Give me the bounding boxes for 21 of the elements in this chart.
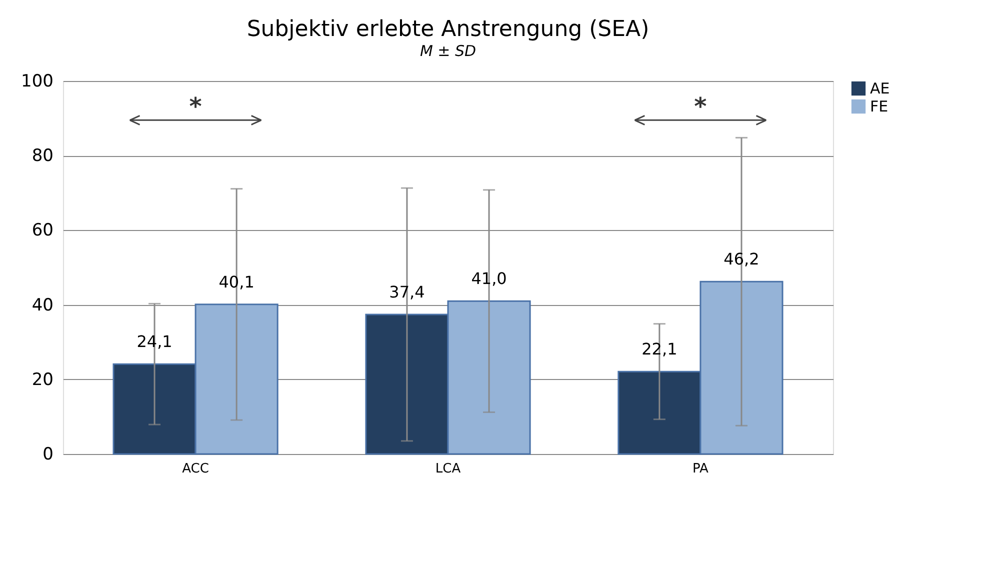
data-label: 40,1 [218,272,254,292]
annotation: * [189,92,202,121]
y-tick-label: 40 [32,295,54,316]
chart-title: Subjektiv erlebte Anstrengung (SEA) [246,17,650,42]
data-label: 24,1 [136,332,172,352]
x-tick-label: PA [692,462,709,476]
x-tick-label: LCA [435,462,461,476]
data-label: 41,0 [471,269,507,288]
y-tick-label: 100 [21,72,54,92]
data-label: 46,2 [724,250,760,269]
annotation: * [694,92,708,121]
legend-label: FE [870,98,888,116]
y-tick-label: 0 [42,444,54,464]
chart-subtitle: M ± SD [420,42,476,60]
data-label: 22,1 [642,340,678,359]
y-tick-label: 60 [32,220,54,241]
y-tick-label: 80 [32,146,54,166]
legend-label: AE [870,80,890,98]
y-tick-label: 20 [32,370,54,390]
x-tick-label: ACC [182,462,209,476]
data-label: 37,4 [389,282,425,302]
